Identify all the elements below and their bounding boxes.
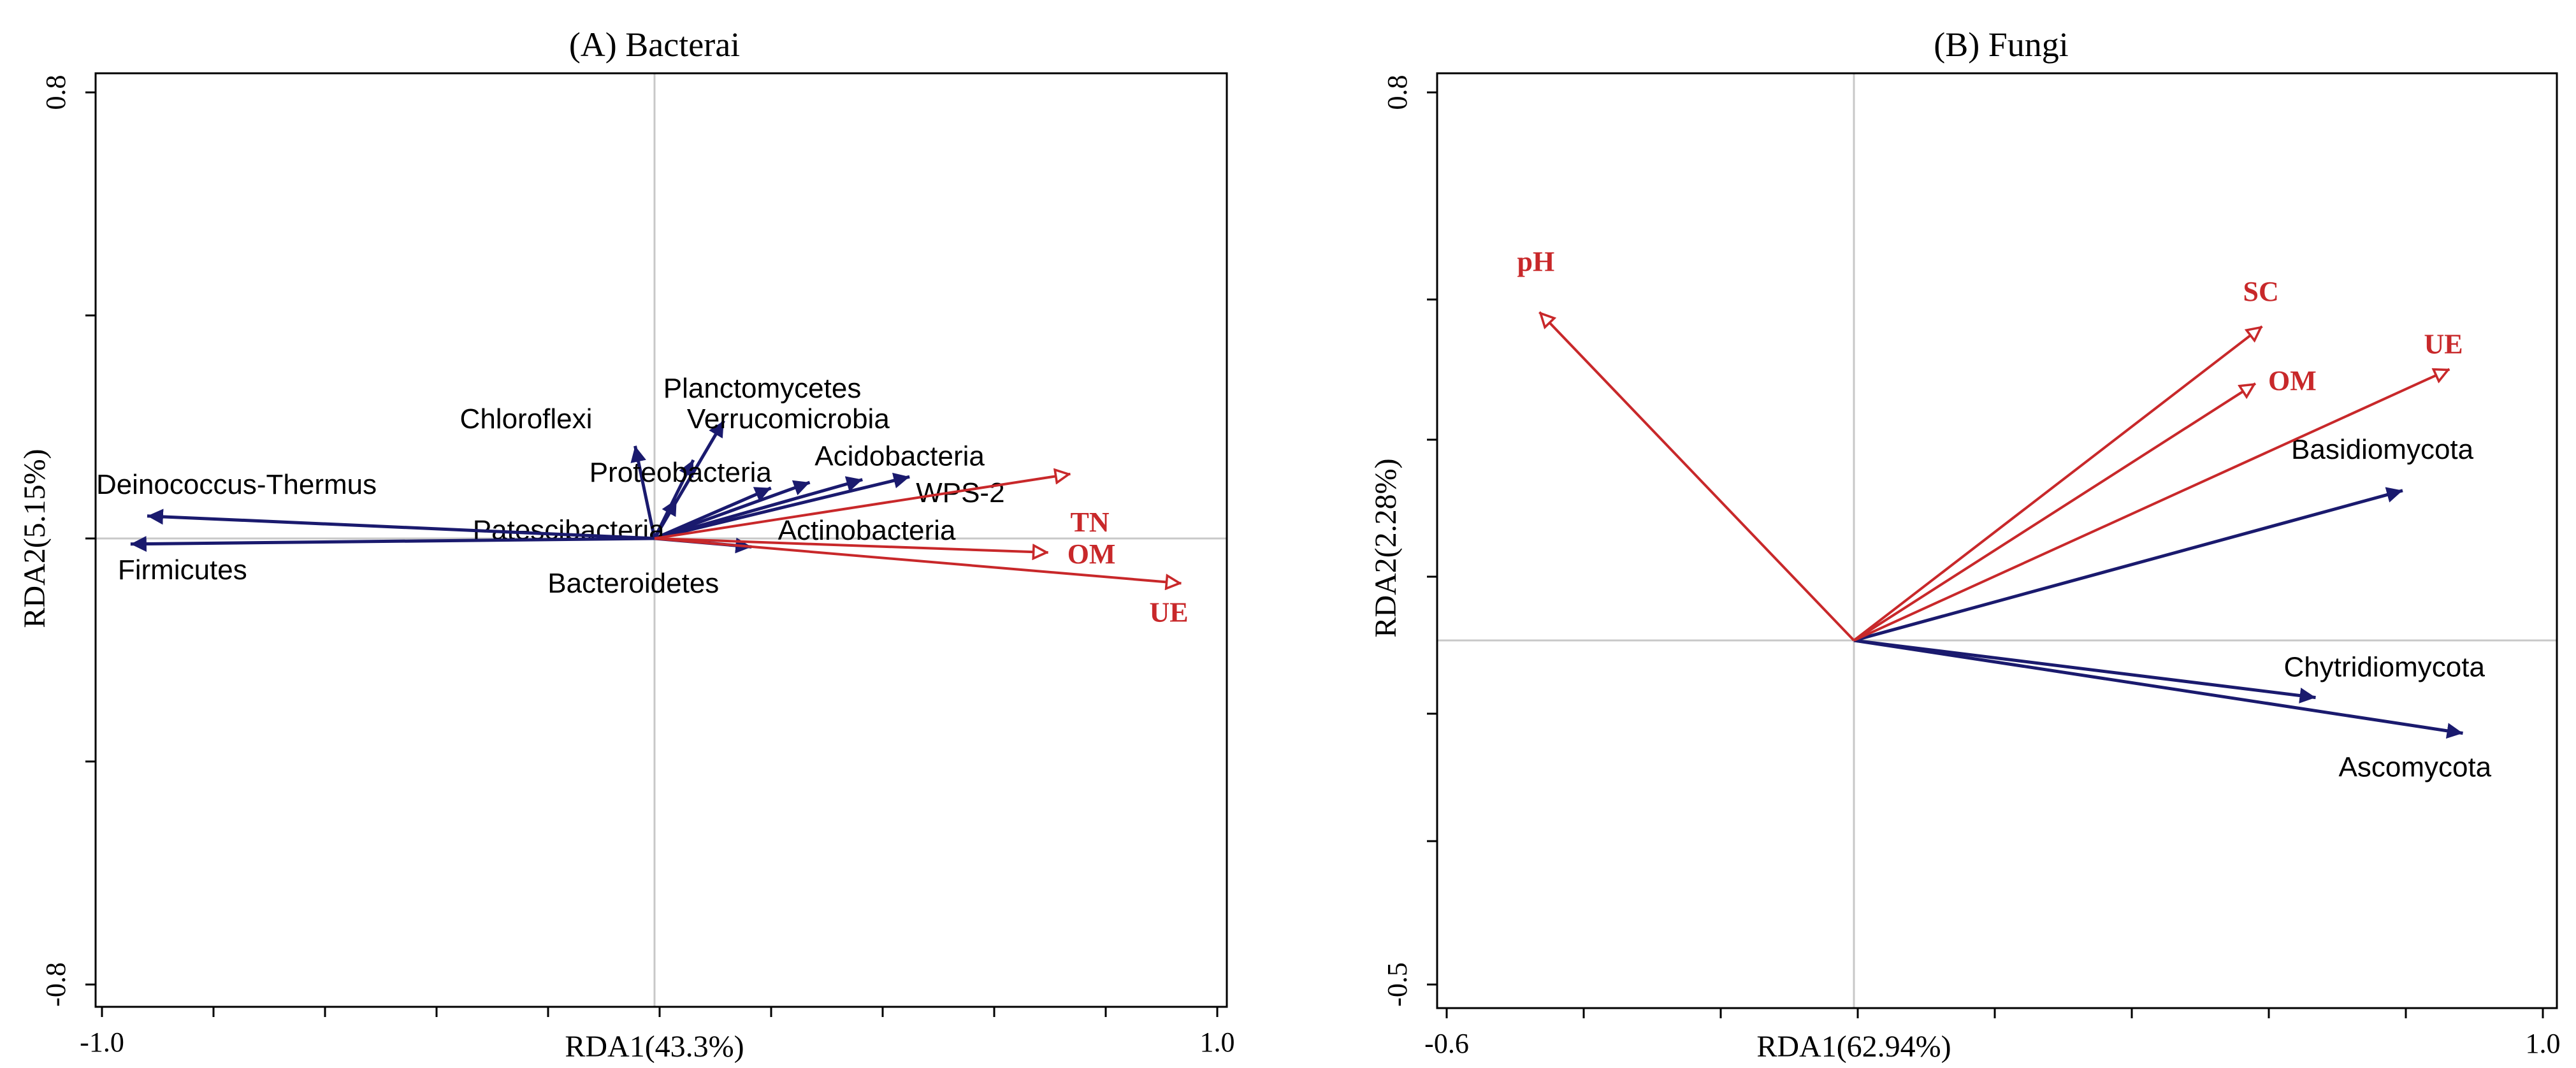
environment-label: OM (2268, 365, 2317, 396)
species-label: Acidobacteria (814, 441, 985, 472)
species-arrow (653, 498, 678, 540)
y-axis-label: RDA2(5.15%) (18, 449, 52, 628)
y-tick-label: -0.5 (1382, 962, 1413, 1007)
species-label: Firmicutes (118, 554, 247, 586)
y-tick-label: -0.8 (40, 962, 71, 1007)
y-tick-label: 0.8 (40, 75, 71, 110)
environment-label: OM (1067, 538, 1116, 570)
environment-arrow (654, 537, 1048, 552)
species-label: WPS-2 (916, 477, 1004, 509)
chart-title: (B) Fungi (1934, 25, 2069, 64)
species-label: Planctomycetes (663, 373, 862, 404)
species-label: Ascomycota (2339, 752, 2492, 783)
x-tick-label: -0.6 (1424, 1028, 1469, 1059)
x-tick-label: -1.0 (80, 1027, 124, 1058)
x-tick-label: 1.0 (1200, 1027, 1235, 1058)
environment-arrow (654, 537, 1182, 583)
environment-label: UE (1150, 596, 1189, 628)
species-arrow (130, 536, 655, 552)
species-label: Actinobacteria (778, 515, 956, 546)
plot-frame (1436, 72, 2558, 1009)
species-arrow (654, 472, 910, 540)
species-label: Verrucomicrobia (687, 403, 890, 435)
species-label: Bacteroidetes (547, 568, 719, 599)
species-label: Basidiomycota (2291, 434, 2474, 465)
environment-label: TN (1071, 507, 1110, 538)
species-label: Deinococcus-Thermus (96, 469, 377, 500)
species-label: Chytridiomycota (2284, 652, 2486, 683)
environment-label: pH (1517, 246, 1555, 277)
species-arrow (1853, 639, 2316, 704)
species-label: Chloroflexi (460, 403, 593, 435)
x-axis-label: RDA1(62.94%) (1756, 1030, 1951, 1064)
x-axis-label: RDA1(43.3%) (565, 1030, 744, 1064)
species-arrow (147, 509, 655, 540)
environment-arrow (1853, 325, 2263, 642)
environment-label: SC (2243, 276, 2279, 307)
species-arrow (630, 445, 656, 539)
environment-arrow (1538, 311, 1855, 642)
species-arrow (654, 480, 811, 540)
environment-arrow (1853, 382, 2255, 642)
rda-panel-fungi: -0.6 1.0 -0.5 0.8 (B) Fungi RDA1(62.94%) RDA2(… (1369, 25, 2561, 1064)
species-label: Proteobacteria (590, 457, 772, 488)
environment-arrow (1853, 368, 2450, 642)
rda-panel-bacteria: -1.0 1.0 -0.8 0.8 (A) Bacterai RDA1(43.3%) RDA… (18, 25, 1235, 1064)
environment-label: UE (2424, 328, 2463, 359)
environment-arrow (654, 474, 1071, 540)
chart-title: (A) Bacterai (569, 25, 740, 64)
y-axis-label: RDA2(2.28%) (1369, 458, 1403, 637)
x-tick-label: 1.0 (2526, 1028, 2561, 1059)
plot-frame (94, 72, 1228, 1008)
species-arrow (1853, 639, 2463, 739)
species-arrow (1853, 487, 2403, 642)
y-tick-label: 0.8 (1382, 75, 1413, 110)
